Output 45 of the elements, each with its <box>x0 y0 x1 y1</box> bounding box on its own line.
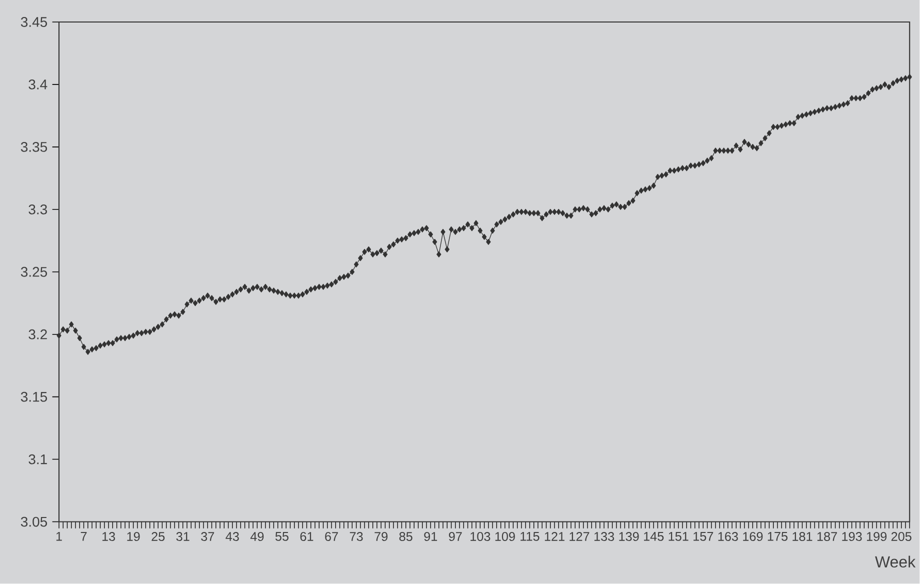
x-tick-label: 79 <box>374 532 388 542</box>
y-tick-label: 3.15 <box>20 392 48 402</box>
x-tick-label: 91 <box>424 532 438 542</box>
x-tick-label: 115 <box>520 532 540 541</box>
x-tick-label: 181 <box>792 532 812 542</box>
x-tick-label: 67 <box>325 532 338 542</box>
x-tick-label: 121 <box>544 532 564 541</box>
x-tick-label: 145 <box>644 532 664 541</box>
x-tick-label: 19 <box>127 532 140 542</box>
y-tick-label: 3.05 <box>20 516 48 527</box>
x-tick-label: 193 <box>842 532 862 542</box>
x-tick-label: 199 <box>866 532 887 542</box>
x-tick-label: 49 <box>250 532 264 542</box>
x-tick-label: 25 <box>152 532 165 542</box>
y-tick-label: 3.1 <box>28 454 47 464</box>
x-tick-label: 73 <box>350 532 363 542</box>
x-tick-label: 157 <box>694 532 714 541</box>
x-tick-label: 127 <box>570 532 590 541</box>
x-tick-label: 133 <box>594 532 614 542</box>
x-tick-label: 187 <box>817 532 837 542</box>
x-tick-label: 97 <box>448 532 462 542</box>
x-tick-label: 55 <box>275 532 288 541</box>
y-tick-label: 3.25 <box>20 267 48 277</box>
x-tick-label: 151 <box>668 532 688 541</box>
x-tick-label: 85 <box>399 532 412 542</box>
x-tick-label: 1 <box>56 532 62 541</box>
x-tick-label: 169 <box>743 532 763 542</box>
x-tick-label: 13 <box>102 532 116 542</box>
x-tick-label: 175 <box>768 532 788 541</box>
x-axis-title: Week <box>875 556 916 568</box>
x-tick-label: 103 <box>470 532 490 542</box>
x-tick-label: 61 <box>300 532 314 542</box>
x-tick-label: 7 <box>80 532 87 541</box>
x-tick-label: 37 <box>201 532 214 542</box>
x-tick-label: 163 <box>718 532 738 542</box>
y-tick-label: 3.2 <box>28 330 47 340</box>
x-tick-label: 31 <box>176 532 190 542</box>
y-tick-label: 3.4 <box>28 80 48 90</box>
x-tick-label: 205 <box>891 532 912 542</box>
x-tick-label: 139 <box>619 532 639 542</box>
x-tick-label: 109 <box>495 532 515 542</box>
y-tick-label: 3.35 <box>20 142 48 152</box>
y-tick-label: 3.3 <box>28 204 47 214</box>
y-tick-label: 3.45 <box>20 17 48 28</box>
x-tick-label: 43 <box>226 532 239 542</box>
